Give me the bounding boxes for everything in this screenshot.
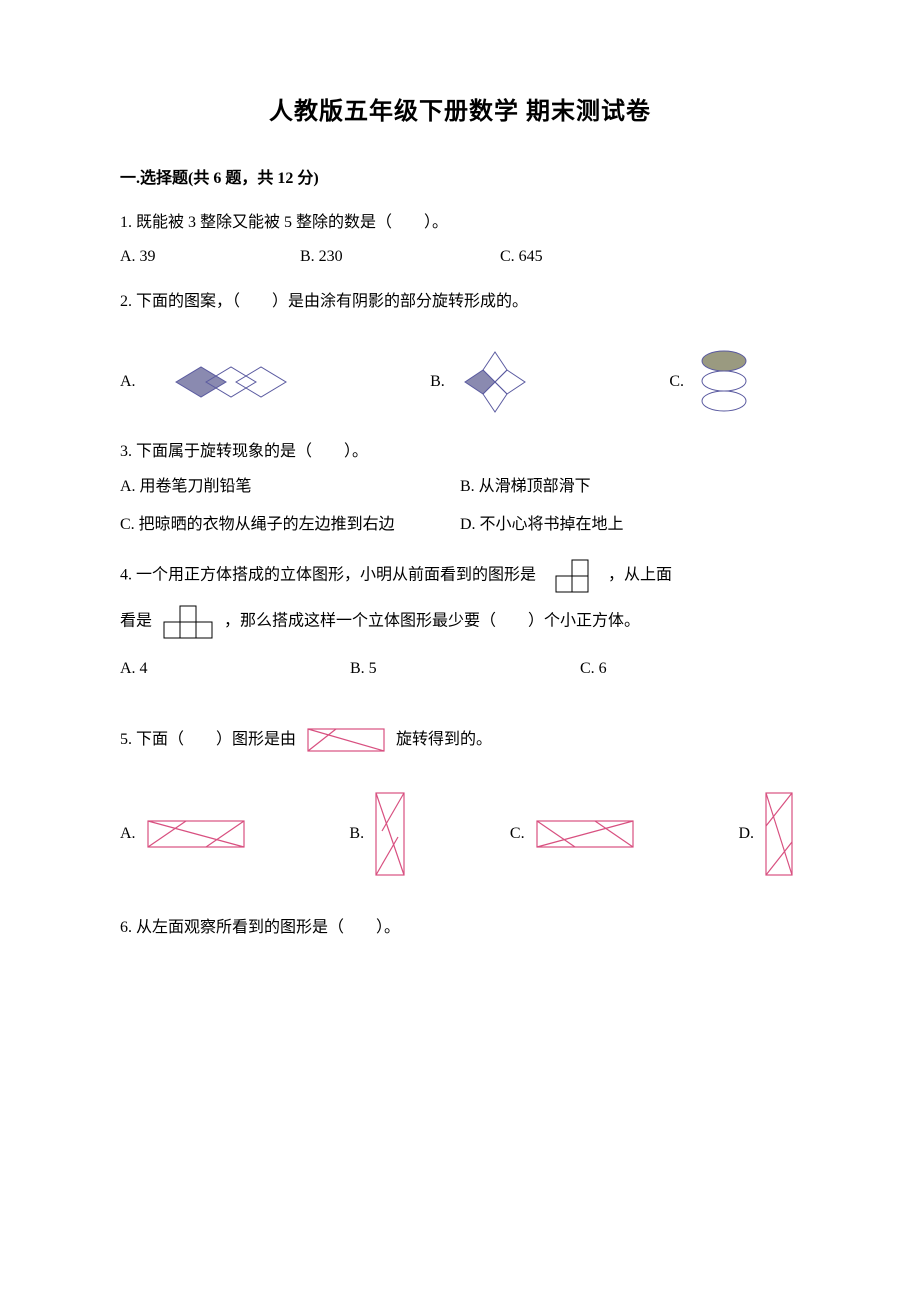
shape-c-icon (535, 819, 635, 849)
shape-d-icon (764, 791, 794, 877)
base-shape-icon (306, 727, 386, 753)
option-a: A. (120, 357, 302, 407)
text-part: 4. 一个用正方体搭成的立体图形，小明从前面看到的图形是 (120, 567, 536, 584)
question-line1: 4. 一个用正方体搭成的立体图形，小明从前面看到的图形是 ，从上面 (120, 558, 800, 594)
question-text: 6. 从左面观察所看到的图形是（ ）。 (120, 913, 800, 943)
option-label: B. (430, 367, 445, 397)
option-c: C. 把晾晒的衣物从绳子的左边推到右边 (120, 510, 460, 540)
question-5: 5. 下面（ ）图形是由 旋转得到的。 A. (120, 725, 800, 877)
top-view-icon (162, 604, 214, 640)
option-d: D. 不小心将书掉在地上 (460, 510, 800, 540)
options-row: A. 39 B. 230 C. 645 (120, 242, 800, 272)
shape-a-icon (146, 819, 246, 849)
question-line2: 看是 ，那么搭成这样一个立体图形最少要（ ）个小正方体。 (120, 604, 800, 640)
option-label: B. (349, 819, 364, 849)
page: 人教版五年级下册数学 期末测试卷 一.选择题(共 6 题，共 12 分) 1. … (0, 0, 920, 1018)
options-row: A. 4 B. 5 C. 6 (120, 654, 800, 684)
option-c: C. 6 (580, 654, 607, 684)
options-row: A. B. (120, 347, 800, 417)
question-2: 2. 下面的图案，（ ）是由涂有阴影的部分旋转形成的。 A. B. (120, 287, 800, 417)
option-c: C. (669, 347, 760, 417)
option-c: C. (510, 819, 641, 849)
options-grid: A. 用卷笔刀削铅笔 B. 从滑梯顶部滑下 C. 把晾晒的衣物从绳子的左边推到右… (120, 468, 800, 545)
option-a: A. (120, 819, 252, 849)
question-text: 5. 下面（ ）图形是由 旋转得到的。 (120, 725, 800, 755)
page-title: 人教版五年级下册数学 期末测试卷 (120, 90, 800, 136)
ellipses-icon (694, 347, 754, 417)
question-text: 1. 既能被 3 整除又能被 5 整除的数是（ ）。 (120, 208, 800, 238)
option-c: C. 645 (500, 242, 543, 272)
front-view-icon (546, 558, 598, 594)
question-4: 4. 一个用正方体搭成的立体图形，小明从前面看到的图形是 ，从上面 看是 (120, 558, 800, 684)
flower-icon (455, 347, 535, 417)
shape-b-icon (374, 791, 406, 877)
text-part: 看是 (120, 613, 152, 630)
option-a: A. 4 (120, 654, 310, 684)
text-part: 5. 下面（ ）图形是由 (120, 731, 296, 748)
option-b: B. (430, 347, 541, 417)
option-a: A. 39 (120, 242, 260, 272)
diamonds-icon (146, 357, 296, 407)
option-label: C. (510, 819, 525, 849)
options-row: A. B. (120, 791, 800, 877)
option-b: B. 5 (350, 654, 540, 684)
question-text: 2. 下面的图案，（ ）是由涂有阴影的部分旋转形成的。 (120, 287, 800, 317)
option-b: B. (349, 791, 412, 877)
question-1: 1. 既能被 3 整除又能被 5 整除的数是（ ）。 A. 39 B. 230 … (120, 208, 800, 273)
option-label: C. (669, 367, 684, 397)
question-6: 6. 从左面观察所看到的图形是（ ）。 (120, 913, 800, 943)
section-heading: 一.选择题(共 6 题，共 12 分) (120, 164, 800, 194)
option-label: A. (120, 367, 136, 397)
option-b: B. 230 (300, 242, 460, 272)
text-part: 旋转得到的。 (396, 731, 492, 748)
text-part: ，那么搭成这样一个立体图形最少要（ ）个小正方体。 (224, 613, 640, 630)
question-3: 3. 下面属于旋转现象的是（ ）。 A. 用卷笔刀削铅笔 B. 从滑梯顶部滑下 … (120, 437, 800, 544)
option-label: D. (738, 819, 754, 849)
option-a: A. 用卷笔刀削铅笔 (120, 472, 460, 502)
option-label: A. (120, 819, 136, 849)
option-d: D. (738, 791, 800, 877)
text-part: ，从上面 (608, 567, 672, 584)
option-b: B. 从滑梯顶部滑下 (460, 472, 800, 502)
question-text: 3. 下面属于旋转现象的是（ ）。 (120, 437, 800, 467)
